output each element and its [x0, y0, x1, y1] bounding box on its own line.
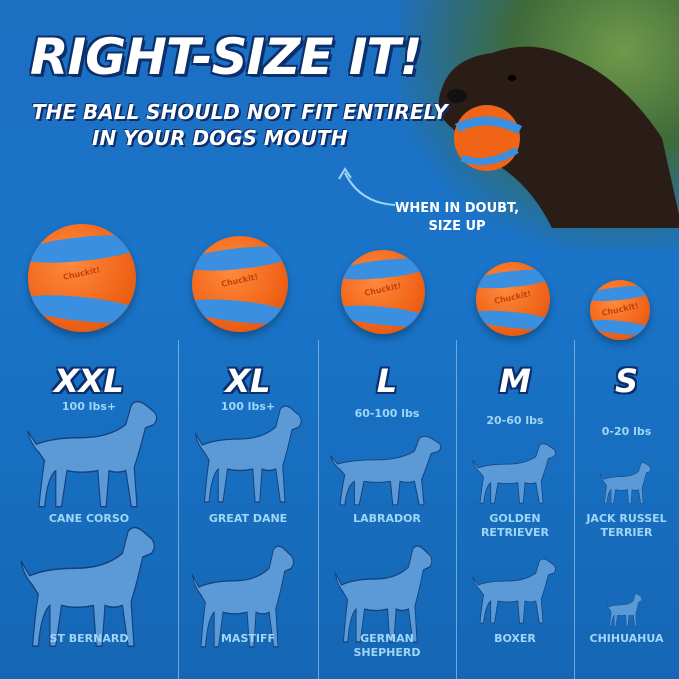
- column-divider: [574, 340, 575, 679]
- dog-silhouette-icon: [472, 443, 556, 504]
- breed-name: CANE CORSO: [48, 512, 130, 525]
- size-label: S: [614, 362, 639, 400]
- curved-arrow-icon: [338, 167, 396, 206]
- subheadline-line1: THE BALL SHOULD NOT FIT ENTIRELY: [32, 100, 448, 124]
- size-label: XXL: [54, 362, 124, 400]
- dog-with-ball-photo: [438, 46, 679, 228]
- dog-silhouette-icon: [606, 593, 642, 627]
- ball-s: Chuckit!: [590, 280, 650, 340]
- weight-range: 100 lbs+: [61, 400, 117, 413]
- ball-logo: Chuckit!: [363, 281, 403, 299]
- column-divider: [456, 340, 457, 679]
- dog-silhouette-icon: [599, 462, 651, 504]
- breed-name: MASTIFF: [220, 632, 275, 645]
- dog-silhouette-icon: [472, 558, 556, 624]
- subheadline-line2: IN YOUR DOGS MOUTH: [92, 126, 348, 150]
- ball-logo: Chuckit!: [600, 301, 640, 318]
- breed-name: LABRADOR: [353, 512, 421, 525]
- breed-name: ST BERNARD: [49, 632, 129, 645]
- ball-logo: Chuckit!: [62, 265, 102, 283]
- size-label: L: [376, 362, 398, 400]
- dog-silhouette-icon: [27, 400, 158, 508]
- dog-silhouette-icon: [194, 405, 302, 503]
- tip-line1: WHEN IN DOUBT,: [395, 201, 520, 216]
- ball-logo: Chuckit!: [493, 289, 533, 306]
- headline: RIGHT-SIZE IT!: [30, 28, 422, 86]
- weight-range: 20-60 lbs: [486, 414, 544, 427]
- ball-xl: Chuckit!: [192, 236, 288, 332]
- size-label: XL: [225, 362, 271, 400]
- breed-name: JACK RUSSEL TERRIER: [586, 512, 667, 539]
- tip-line2: SIZE UP: [428, 219, 486, 234]
- size-column-m: M 20-60 lbs GOLDEN RETRIEVER BOXER: [456, 340, 574, 679]
- breed-name: CHIHUAHUA: [589, 632, 664, 645]
- size-column-xl: XL 100 lbs+ GREAT DANE MASTIFF: [178, 340, 318, 679]
- ball-l: Chuckit!: [341, 250, 425, 334]
- size-column-xxl: XXL 100 lbs+ CANE CORSO ST BERNARD: [0, 340, 178, 679]
- weight-range: 0-20 lbs: [601, 425, 652, 438]
- size-up-tip: WHEN IN DOUBT, SIZE UP: [395, 200, 519, 236]
- size-column-s: S 0-20 lbs JACK RUSSEL TERRIER CHIHUAHUA: [574, 340, 679, 679]
- weight-range: 100 lbs+: [220, 400, 276, 413]
- dog-silhouette-icon: [191, 545, 294, 648]
- breed-name: GERMAN SHEPHERD: [353, 632, 421, 659]
- breed-name: GREAT DANE: [208, 512, 288, 525]
- breed-name: BOXER: [494, 632, 536, 645]
- column-divider: [178, 340, 179, 679]
- ball-m: Chuckit!: [476, 262, 550, 336]
- ball-logo: Chuckit!: [220, 272, 260, 290]
- ball-xxl: Chuckit!: [28, 224, 136, 332]
- column-divider: [318, 340, 319, 679]
- dog-silhouette-icon: [329, 435, 442, 506]
- weight-range: 60-100 lbs: [354, 407, 420, 420]
- dog-silhouette-icon: [334, 545, 433, 643]
- size-label: M: [499, 362, 531, 400]
- dog-silhouette-icon: [20, 526, 155, 648]
- breed-name: GOLDEN RETRIEVER: [480, 512, 550, 539]
- size-column-l: L 60-100 lbs LABRADOR GERMAN SHEPHERD: [318, 340, 456, 679]
